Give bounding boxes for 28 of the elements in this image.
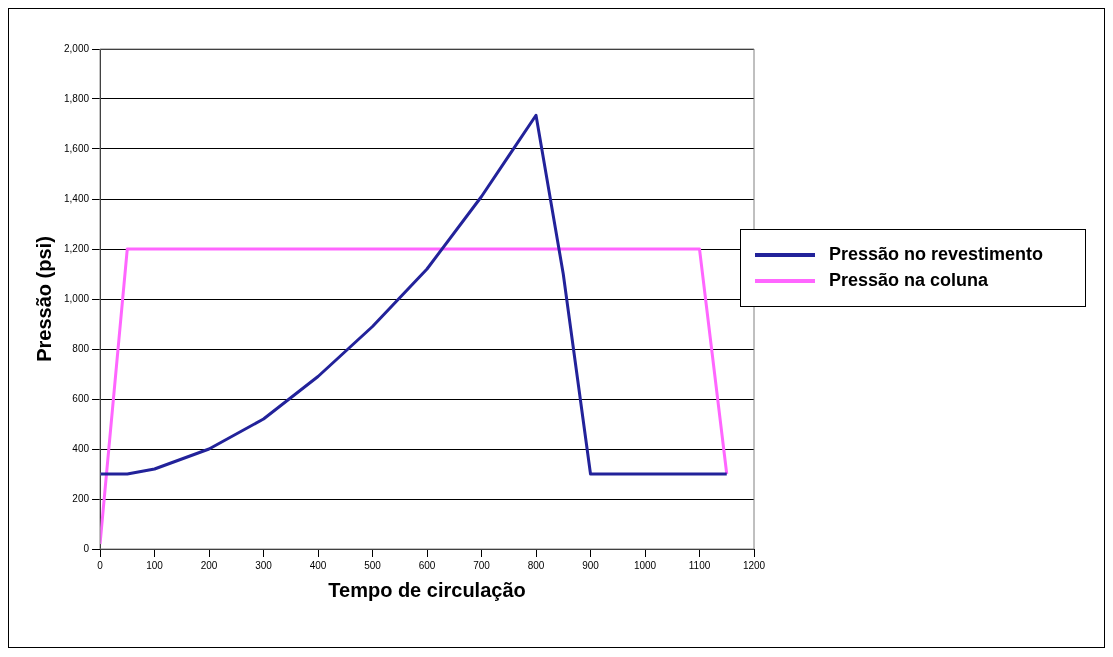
y-tick-label: 0 xyxy=(83,542,90,554)
x-tick-label: 300 xyxy=(255,559,273,571)
y-tick-label: 400 xyxy=(72,442,90,454)
x-tick-label: 1100 xyxy=(688,559,711,571)
x-tick-label: 200 xyxy=(200,559,218,571)
y-tick-label: 1,000 xyxy=(63,292,90,304)
x-tick-label: 500 xyxy=(364,559,382,571)
x-tick-label: 1000 xyxy=(633,559,657,571)
x-tick-label: 1200 xyxy=(742,559,766,571)
y-tick-label: 600 xyxy=(72,392,90,404)
x-axis-title: Tempo de circulação xyxy=(328,578,526,601)
x-tick-label: 700 xyxy=(473,559,491,571)
legend-label: Pressão na coluna xyxy=(829,270,989,291)
y-tick-label: 800 xyxy=(72,342,90,354)
x-tick-label: 100 xyxy=(146,559,164,571)
legend-label: Pressão no revestimento xyxy=(829,244,1044,265)
y-tick-label: 1,600 xyxy=(63,142,90,154)
y-axis-title: Pressão (psi) xyxy=(32,236,55,362)
y-tick-label: 2,000 xyxy=(63,42,90,54)
y-tick-label: 1,800 xyxy=(63,92,90,104)
y-tick-label: 200 xyxy=(72,492,90,504)
x-tick-label: 900 xyxy=(582,559,600,571)
y-tick-label: 1,200 xyxy=(63,242,90,254)
x-tick-label: 0 xyxy=(97,559,104,571)
x-tick-label: 400 xyxy=(309,559,327,571)
x-tick-label: 600 xyxy=(418,559,436,571)
y-tick-label: 1,400 xyxy=(63,192,90,204)
x-tick-label: 800 xyxy=(527,559,545,571)
